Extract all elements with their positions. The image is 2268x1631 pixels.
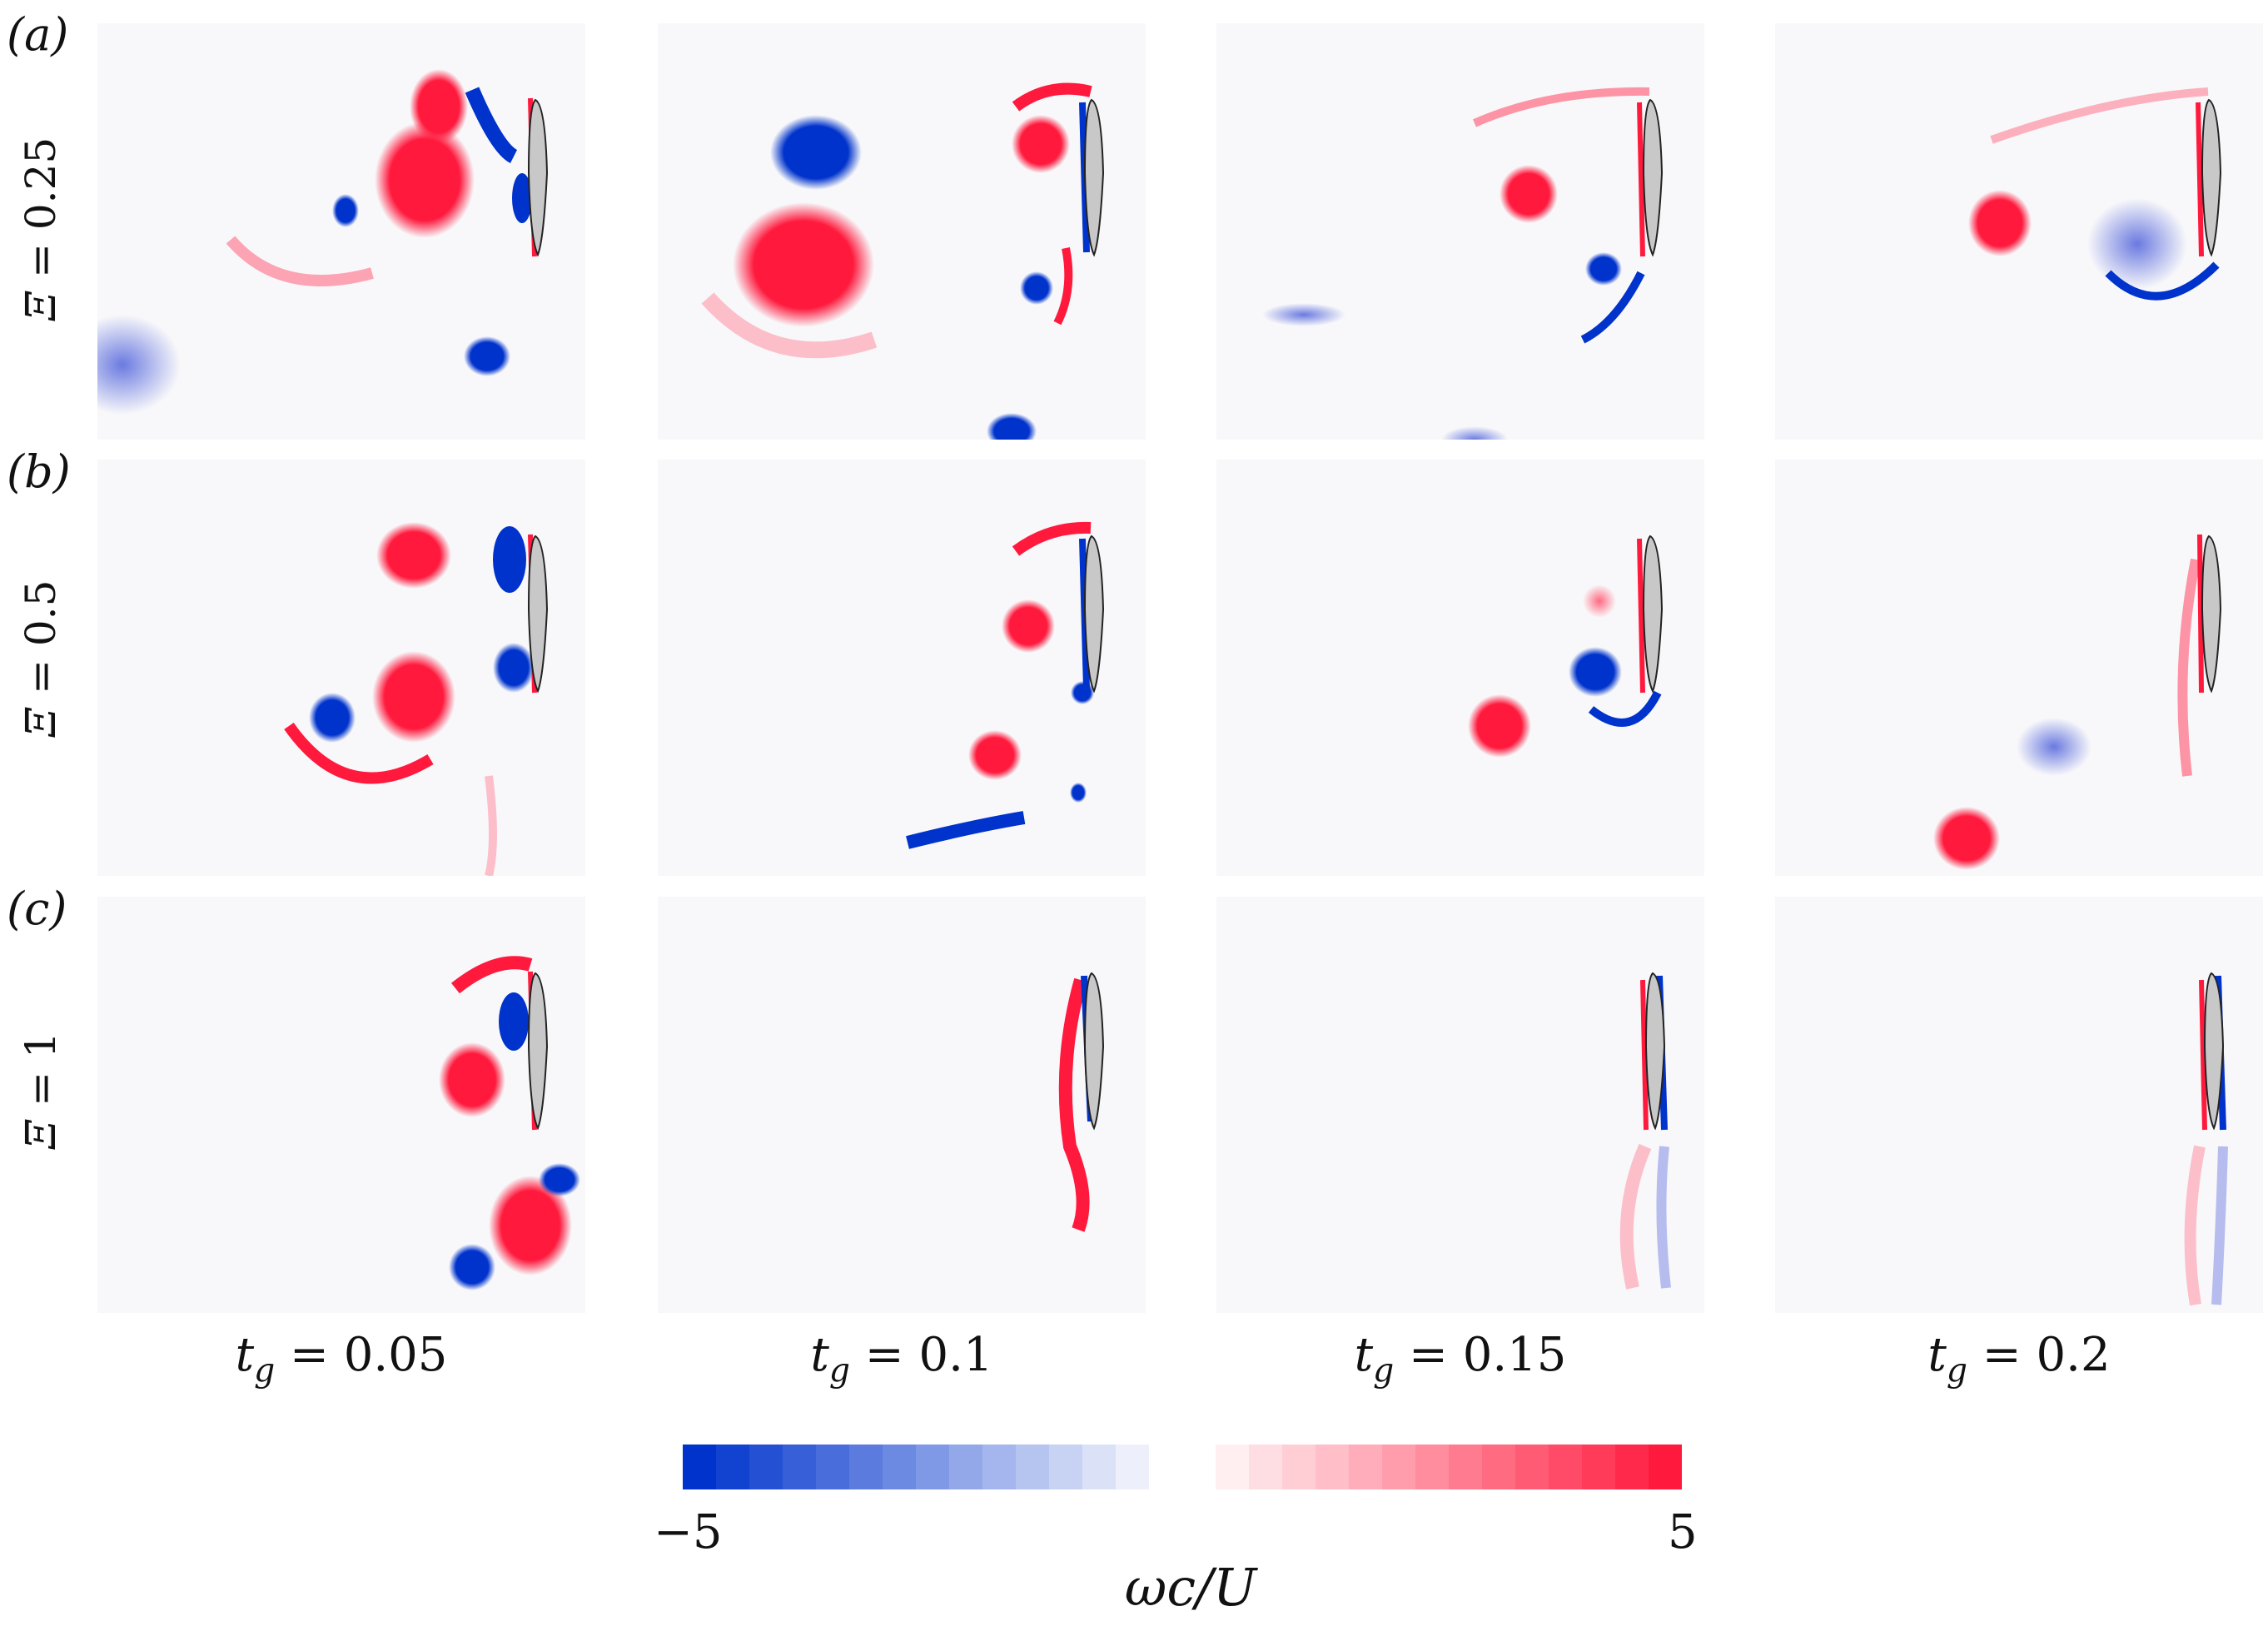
vorticity-field [1619, 972, 1671, 1290]
panel-b-4 [1775, 460, 2263, 876]
vorticity-field [1933, 534, 2222, 870]
colorbar-level [916, 1445, 950, 1489]
row-label-xi-05: Ξ = 0.5 [17, 579, 65, 737]
colorbar-level [1349, 1445, 1383, 1489]
row-tag-c: (c) [7, 883, 67, 935]
vorticity-field [1058, 972, 1105, 1232]
colorbar-level [1515, 1445, 1549, 1489]
airfoil-icon [1644, 972, 1666, 1131]
vorticity-field [284, 522, 549, 876]
colorbar-level [1649, 1445, 1682, 1489]
colorbar-level [849, 1445, 883, 1489]
panel-b-3 [1216, 460, 1704, 876]
airfoil-icon [527, 535, 549, 694]
row-label-xi-1: Ξ = 1 [17, 1032, 65, 1149]
colorbar-level [1582, 1445, 1616, 1489]
airfoil-icon [2201, 98, 2222, 257]
airfoil-icon [2201, 535, 2222, 694]
airfoil-icon [1083, 98, 1105, 257]
colorbar-level [982, 1445, 1017, 1489]
panel-b-1 [97, 460, 585, 876]
colorbar-level [1216, 1445, 1250, 1489]
row-tag-b: (b) [7, 445, 71, 498]
airfoil-icon [527, 972, 549, 1131]
panel-c-3 [1216, 897, 1704, 1313]
colorbar-min-label: −5 [654, 1505, 723, 1559]
colorbar-level [783, 1445, 817, 1489]
vorticity-field [1262, 87, 1664, 440]
panel-c-4 [1775, 897, 2263, 1313]
colorbar-level [1082, 1445, 1117, 1489]
colorbar-level [1415, 1445, 1450, 1489]
colorbar-level [716, 1445, 750, 1489]
colorbar-level [1382, 1445, 1416, 1489]
colorbar-level [1282, 1445, 1316, 1489]
panel-a-3 [1216, 23, 1704, 440]
colorbar-level [1549, 1445, 1583, 1489]
colorbar-level [1449, 1445, 1483, 1489]
vorticity-field [701, 82, 1105, 440]
colorbar-level [1249, 1445, 1283, 1489]
colorbar-level [1316, 1445, 1350, 1489]
airfoil-icon [2203, 972, 2225, 1131]
vorticity-field [1468, 535, 1664, 758]
vorticity-field [2184, 972, 2228, 1306]
vorticity-field [439, 956, 580, 1290]
row-label-xi-025: Ξ = 0.25 [17, 137, 65, 321]
colorbar-level [1182, 1445, 1216, 1489]
colorbar-level [949, 1445, 983, 1489]
colorbar-level [1615, 1445, 1649, 1489]
colorbar-level [883, 1445, 917, 1489]
colorbar-title: ωc/U [1124, 1557, 1257, 1618]
panel-a-1 [97, 23, 585, 440]
airfoil-icon [1642, 535, 1664, 694]
vorticity-field [1968, 87, 2222, 301]
colorbar-level [1116, 1445, 1150, 1489]
colorbar-level [1482, 1445, 1516, 1489]
row-tag-a: (a) [7, 8, 69, 61]
panel-a-4 [1775, 23, 2263, 440]
airfoil-icon [1083, 535, 1105, 694]
colorbar-level [816, 1445, 850, 1489]
panel-b-2 [658, 460, 1146, 876]
col-label-tg-005: tg = 0.05 [235, 1328, 448, 1390]
col-label-tg-01: tg = 0.1 [810, 1328, 993, 1390]
airfoil-icon [1083, 972, 1105, 1131]
panel-c-1 [97, 897, 585, 1313]
colorbar-level [683, 1445, 717, 1489]
panel-c-2 [658, 897, 1146, 1313]
airfoil-icon [1642, 98, 1664, 257]
colorbar-level [749, 1445, 783, 1489]
colorbar-max-label: 5 [1668, 1505, 1698, 1559]
colorbar-level [1016, 1445, 1050, 1489]
airfoil-icon [527, 98, 549, 257]
col-label-tg-02: tg = 0.2 [1927, 1328, 2111, 1390]
vorticity-field [906, 521, 1105, 849]
vorticity-field [97, 69, 549, 415]
colorbar-level [1149, 1445, 1183, 1489]
colorbar [683, 1445, 1682, 1489]
colorbar-level [1049, 1445, 1083, 1489]
col-label-tg-015: tg = 0.15 [1354, 1328, 1567, 1390]
panel-a-2 [658, 23, 1146, 440]
